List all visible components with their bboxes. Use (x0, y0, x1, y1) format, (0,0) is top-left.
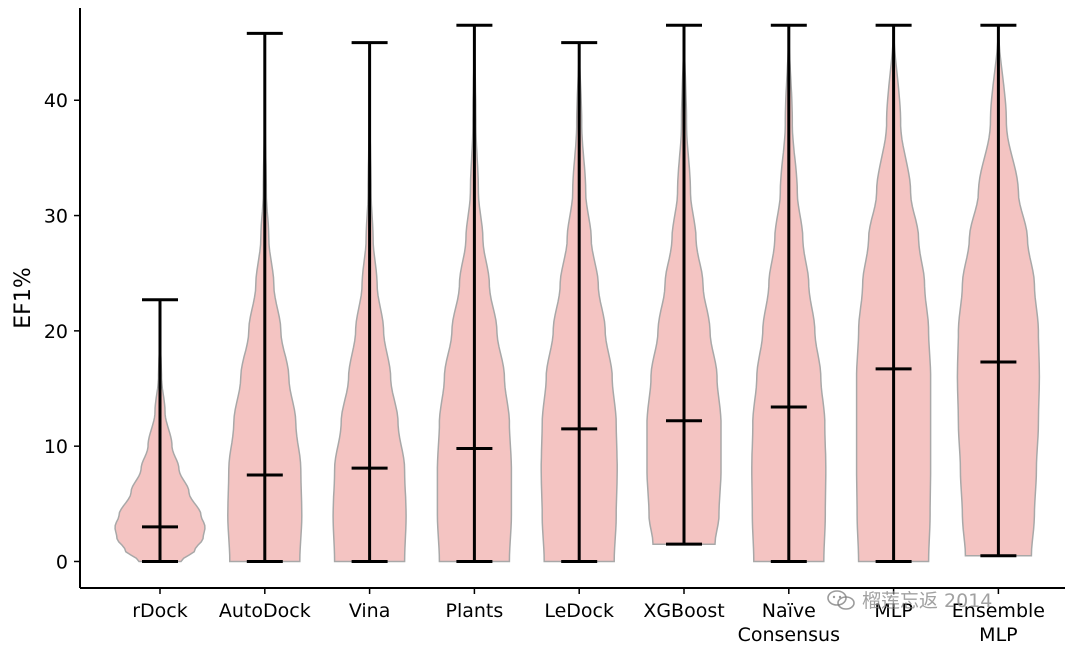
y-tick-label: 30 (44, 206, 68, 228)
x-tick-label: Plants (446, 600, 504, 622)
x-tick-label: MLP (979, 624, 1017, 646)
x-tick-label: rDock (132, 600, 188, 622)
x-tick-label: Vina (349, 600, 391, 622)
y-tick-label: 20 (44, 321, 68, 343)
y-tick-label: 40 (44, 90, 68, 112)
violin-3 (436, 23, 513, 563)
violin-layer (114, 23, 1041, 563)
y-axis-title: EF1% (11, 267, 36, 328)
violin-1 (227, 31, 303, 563)
violin-4 (540, 41, 618, 563)
x-tick-label: Ensemble (952, 600, 1045, 622)
x-tick-label: MLP (874, 600, 912, 622)
watermark-text: 榴莲忘返 2014 (862, 590, 993, 612)
violin-6 (751, 23, 827, 563)
x-tick-label: Naïve (762, 600, 816, 622)
watermark: 榴莲忘返 2014 (826, 586, 992, 613)
x-tick-label: XGBoost (643, 600, 724, 622)
x-tick-label: AutoDock (219, 600, 311, 622)
x-tick-label: LeDock (544, 600, 614, 622)
wechat-icon (827, 589, 855, 610)
violin-7 (855, 23, 932, 563)
axes: rDock AutoDock Vina Plants LeDock XGBoost Naïv… (44, 8, 1065, 646)
y-tick-label: 0 (56, 551, 68, 573)
x-tick-label: Consensus (738, 624, 840, 646)
y-tick-label: 10 (44, 436, 68, 458)
violin-8 (956, 23, 1041, 558)
violin-2 (332, 41, 407, 563)
violin-5 (646, 23, 722, 546)
violin-0 (114, 298, 206, 563)
